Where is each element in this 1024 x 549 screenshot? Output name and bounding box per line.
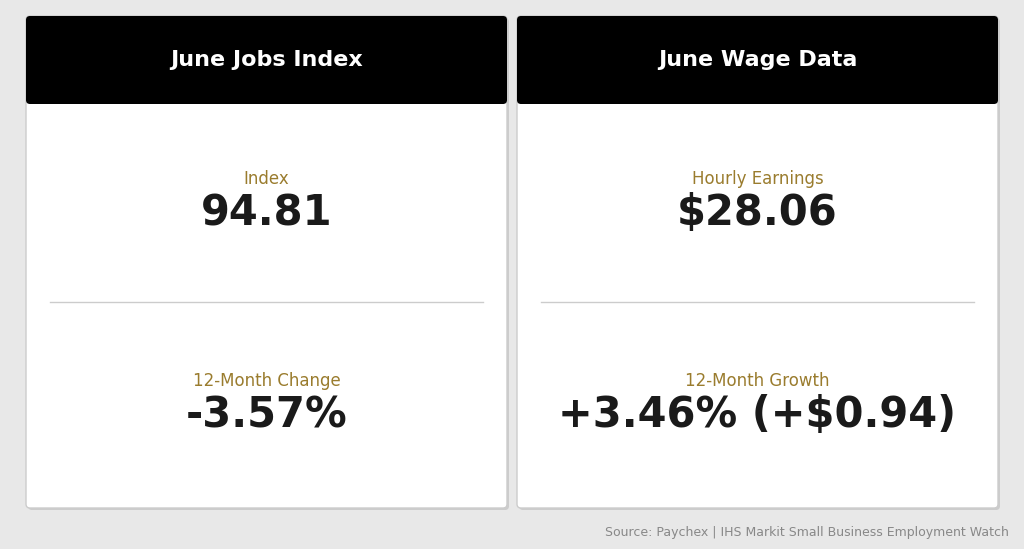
Text: June Wage Data: June Wage Data (657, 50, 857, 70)
Text: June Jobs Index: June Jobs Index (170, 50, 362, 70)
FancyBboxPatch shape (517, 16, 998, 508)
Text: -3.57%: -3.57% (185, 394, 347, 436)
Bar (521, 60, 994, 100)
Text: $28.06: $28.06 (677, 192, 838, 234)
Text: 94.81: 94.81 (201, 192, 333, 234)
Text: Index: Index (244, 170, 290, 188)
Text: Hourly Earnings: Hourly Earnings (691, 170, 823, 188)
Text: +3.46% (+$0.94): +3.46% (+$0.94) (558, 394, 956, 436)
Bar (30, 60, 503, 100)
Text: Source: Paychex | IHS Markit Small Business Employment Watch: Source: Paychex | IHS Markit Small Busin… (605, 526, 1009, 539)
FancyBboxPatch shape (26, 16, 507, 104)
FancyBboxPatch shape (28, 18, 509, 510)
FancyBboxPatch shape (26, 16, 507, 508)
Text: 12-Month Growth: 12-Month Growth (685, 372, 829, 390)
FancyBboxPatch shape (517, 16, 998, 104)
FancyBboxPatch shape (519, 18, 1000, 510)
Text: 12-Month Change: 12-Month Change (193, 372, 340, 390)
